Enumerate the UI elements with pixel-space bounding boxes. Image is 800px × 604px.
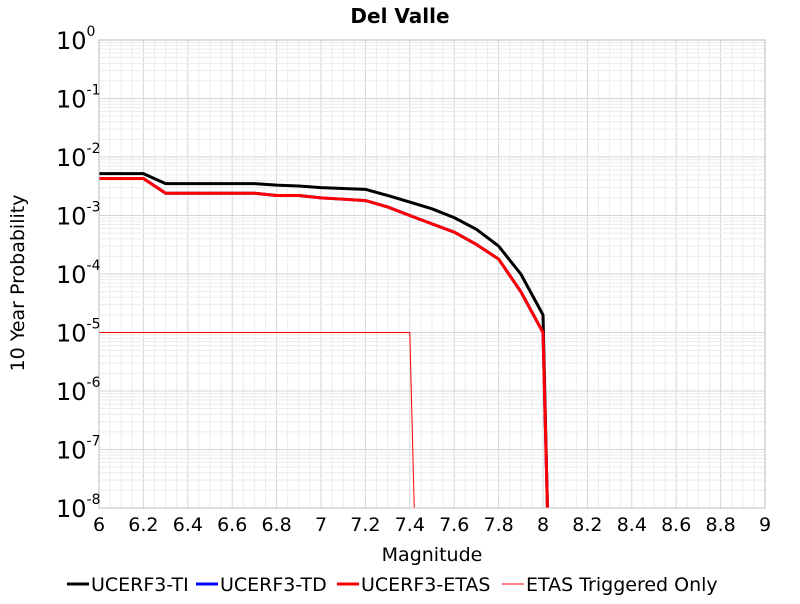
legend: UCERF3-TI UCERF3-TD UCERF3-ETAS ETAS Trigge… xyxy=(67,574,718,596)
y-tick-label: 10-7 xyxy=(56,434,101,465)
x-tick-label: 6 xyxy=(93,514,105,536)
y-tick-label: 10-1 xyxy=(56,83,101,114)
x-tick-label: 8.6 xyxy=(661,514,691,536)
x-tick-label: 9 xyxy=(759,514,771,536)
legend-label-ucerf3-etas: UCERF3-ETAS xyxy=(361,574,490,596)
x-tick-label: 8.4 xyxy=(617,514,647,536)
y-tick-label: 10-3 xyxy=(56,200,101,231)
x-axis-label: Magnitude xyxy=(382,544,483,566)
x-tick-label: 8 xyxy=(537,514,549,536)
x-tick-label: 7.6 xyxy=(439,514,469,536)
x-tick-label: 7.2 xyxy=(350,514,380,536)
series-line-ucerf3-etas xyxy=(99,176,549,509)
x-tick-label: 7.4 xyxy=(395,514,425,536)
plot-frame xyxy=(98,39,766,509)
y-tick-label: 10-2 xyxy=(56,141,101,172)
x-axis-ticks: 6 6.2 6.4 6.6 6.8 7 7.2 7.4 7.6 7.8 8 8.2 8.4 8.6 8.8 9 xyxy=(93,514,771,536)
series-line-ucerf3-ti xyxy=(99,172,549,509)
x-tick-label: 8.2 xyxy=(572,514,602,536)
x-tick-label: 7.8 xyxy=(483,514,513,536)
x-tick-label: 6.6 xyxy=(217,514,247,536)
y-tick-label: 10-6 xyxy=(56,375,101,406)
y-tick-label: 10-4 xyxy=(56,258,101,289)
grid xyxy=(98,40,766,509)
x-tick-label: 8.8 xyxy=(705,514,735,536)
y-tick-label: 100 xyxy=(56,24,95,55)
x-tick-label: 7 xyxy=(315,514,327,536)
legend-label-etas-triggered-only: ETAS Triggered Only xyxy=(526,574,718,596)
y-axis-label: 10 Year Probability xyxy=(7,195,29,372)
x-tick-label: 6.8 xyxy=(261,514,291,536)
series-layer xyxy=(99,172,549,509)
chart-title: Del Valle xyxy=(350,4,449,28)
legend-label-ucerf3-ti: UCERF3-TI xyxy=(91,574,189,596)
y-tick-label: 10-5 xyxy=(56,317,101,348)
y-axis-ticks: 100 10-1 10-2 10-3 10-4 10-5 10-6 10-7 10-8 xyxy=(56,24,101,523)
y-tick-label: 10-8 xyxy=(56,492,101,523)
x-tick-label: 6.2 xyxy=(128,514,158,536)
x-tick-label: 6.4 xyxy=(173,514,203,536)
legend-label-ucerf3-td: UCERF3-TD xyxy=(220,574,327,596)
series-line-etas-triggered-only xyxy=(99,332,415,509)
